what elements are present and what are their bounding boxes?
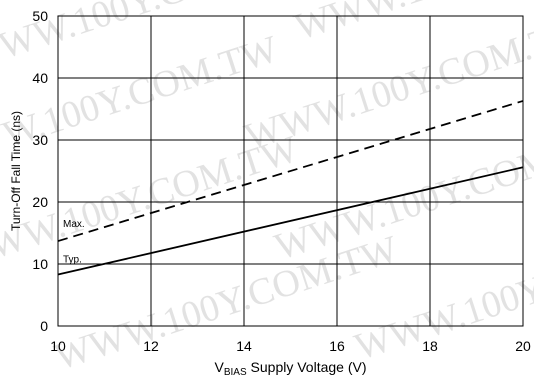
- y-tick-label: 20: [32, 194, 48, 210]
- x-tick-label: 20: [515, 338, 531, 354]
- x-tick-label: 14: [236, 338, 252, 354]
- y-tick-label: 50: [32, 8, 48, 24]
- y-axis-label: Turn-Off Fall Time (ns): [9, 111, 23, 231]
- watermark-text: WWW.100Y.COM.TW: [50, 228, 403, 379]
- y-tick-label: 30: [32, 132, 48, 148]
- series-layer: [57, 100, 524, 276]
- x-axis-label-rest: Supply Voltage (V): [247, 359, 367, 375]
- x-tick-labels: 10 12 14 16 18 20: [50, 338, 531, 354]
- x-tick-label: 10: [50, 338, 66, 354]
- y-tick-label: 40: [32, 70, 48, 86]
- watermark-text: WWW.100Y.COM.TW: [270, 118, 534, 269]
- y-tick-label: 10: [32, 256, 48, 272]
- series-label-max: Max.: [63, 219, 85, 230]
- x-axis-label-main: V: [215, 359, 225, 375]
- series-annotations: Max. Typ.: [63, 219, 85, 265]
- y-tick-label: 0: [40, 318, 48, 334]
- plot-frame: [57, 15, 524, 327]
- y-tick-labels: 0 10 20 30 40 50: [32, 8, 48, 334]
- x-tick-label: 12: [143, 338, 159, 354]
- x-axis-label: VBIAS Supply Voltage (V): [215, 359, 367, 378]
- series-line-max: [57, 100, 524, 242]
- x-tick-label: 16: [329, 338, 345, 354]
- x-axis-label-sub: BIAS: [224, 367, 247, 378]
- series-line-typ: [57, 166, 524, 276]
- series-label-typ: Typ.: [63, 255, 82, 266]
- x-tick-label: 18: [422, 338, 438, 354]
